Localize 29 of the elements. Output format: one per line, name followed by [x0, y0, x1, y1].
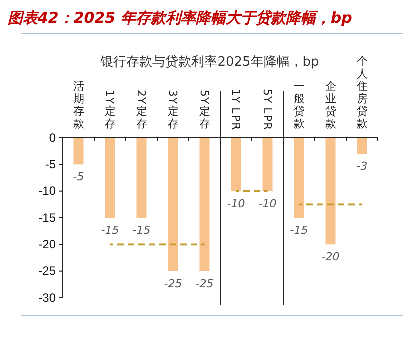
x-tick-label: 1Y LPR — [229, 89, 242, 130]
y-tick-label: 0 — [49, 130, 56, 145]
x-tick-label: 活期存款 — [73, 80, 84, 130]
x-tick-label: 个人住房贷款 — [356, 55, 368, 130]
y-tick-label: -15 — [38, 210, 56, 225]
x-tick-label: 2Y定存 — [134, 90, 148, 130]
x-tick-label: 企业贷款 — [325, 80, 336, 130]
data-label: -15 — [101, 224, 120, 237]
chart-subtitle: 银行存款与贷款利率2025年降幅，bp — [100, 54, 320, 70]
data-label: -25 — [196, 277, 214, 290]
data-label: -10 — [227, 197, 246, 210]
x-tick-label: 一般贷款 — [294, 80, 305, 130]
data-label: -15 — [290, 224, 308, 237]
y-tick-label: -5 — [45, 158, 56, 172]
data-label: -20 — [322, 250, 340, 264]
x-tick-label: 1Y定存 — [103, 90, 116, 130]
data-label: -3 — [356, 160, 368, 173]
data-label: -15 — [132, 224, 151, 237]
data-label: -5 — [73, 170, 84, 184]
y-tick-label: -30 — [38, 290, 56, 305]
chart-title: 图表42：2025 年存款利率降幅大于贷款降幅，bp — [8, 9, 353, 27]
data-label: -25 — [164, 277, 182, 290]
data-label: -10 — [258, 197, 277, 210]
y-tick-label: -25 — [38, 264, 56, 278]
x-tick-label: 5Y定存 — [198, 90, 211, 130]
x-tick-label: 5Y LPR — [260, 89, 274, 130]
y-tick-label: -20 — [38, 238, 56, 252]
x-tick-label: 3Y定存 — [166, 90, 180, 130]
y-tick-label: -10 — [38, 184, 56, 198]
